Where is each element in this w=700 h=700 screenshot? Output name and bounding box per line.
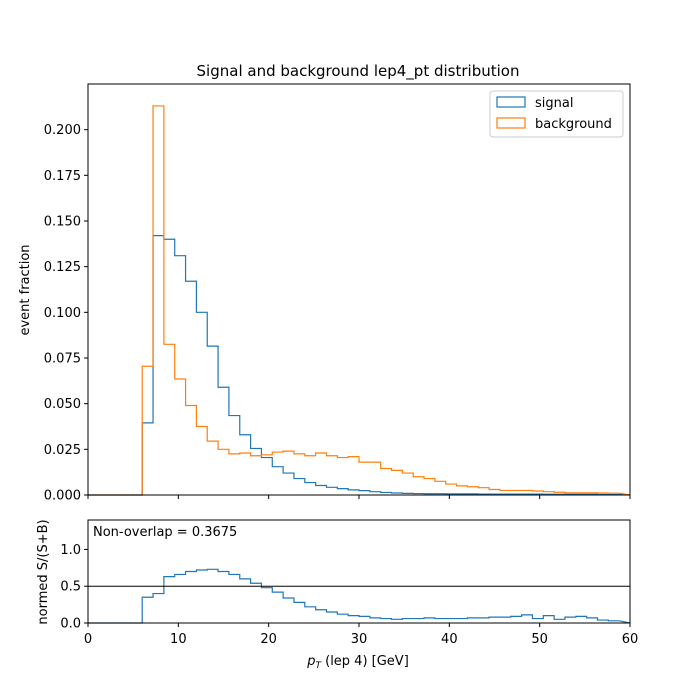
legend-label-signal: signal [535, 96, 573, 111]
ratio-y-tick-label: 0.5 [60, 580, 81, 595]
x-tick-label: 40 [441, 632, 458, 647]
ratio-y-axis-label: normed S/(S+B) [36, 519, 51, 624]
main-y-tick-label: 0.025 [44, 443, 81, 458]
ratio-y-axis: 0.0 0.5 1.0 [60, 543, 88, 632]
series-signal-step [88, 235, 631, 496]
x-tick-label: 10 [170, 632, 187, 647]
x-tick-label: 50 [531, 632, 548, 647]
main-y-tick-label: 0.200 [44, 123, 81, 138]
ratio-series-step [88, 568, 631, 624]
ratio-x-axis: 0 10 20 30 40 50 60 [84, 623, 638, 647]
series-background-step [88, 105, 631, 496]
x-tick-label: 60 [622, 632, 639, 647]
main-y-axis: 0.000 0.025 0.050 0.075 0.100 0.125 0.150 0.175… [44, 123, 88, 504]
ratio-y-tick-label: 1.0 [60, 543, 81, 558]
main-y-tick-label: 0.100 [44, 306, 81, 321]
main-series-group [88, 105, 631, 496]
main-histogram-panel: Signal and background lep4_pt distributi… [18, 62, 631, 504]
legend-swatch-background [496, 117, 526, 129]
ratio-y-tick-label: 0.0 [60, 617, 81, 632]
main-y-tick-label: 0.000 [44, 489, 81, 504]
ratio-series-group [88, 568, 631, 624]
chart-title: Signal and background lep4_pt distributi… [197, 62, 520, 81]
x-tick-label: 30 [351, 632, 368, 647]
x-tick-label: 0 [84, 632, 92, 647]
main-y-tick-label: 0.050 [44, 397, 81, 412]
main-y-tick-label: 0.150 [44, 215, 81, 230]
ratio-panel: 0.0 0.5 1.0 0 10 20 30 40 50 60 Non-overlap = 0.… [36, 519, 638, 671]
x-tick-label: 20 [260, 632, 277, 647]
non-overlap-annotation: Non-overlap = 0.3675 [93, 525, 237, 540]
main-y-axis-label: event fraction [18, 244, 33, 335]
main-x-axis-ticks [87, 495, 631, 499]
legend-swatch-signal [496, 96, 526, 108]
legend-box [489, 90, 624, 138]
x-axis-label-rest: (lep 4) [GeV] [321, 654, 409, 669]
x-axis-label: pT (lep 4) [GeV] [306, 654, 409, 671]
main-y-tick-label: 0.075 [44, 352, 81, 367]
legend: signal background [489, 90, 624, 138]
main-y-tick-label: 0.175 [44, 169, 81, 184]
main-y-tick-label: 0.125 [44, 260, 81, 275]
legend-label-background: background [535, 117, 612, 132]
